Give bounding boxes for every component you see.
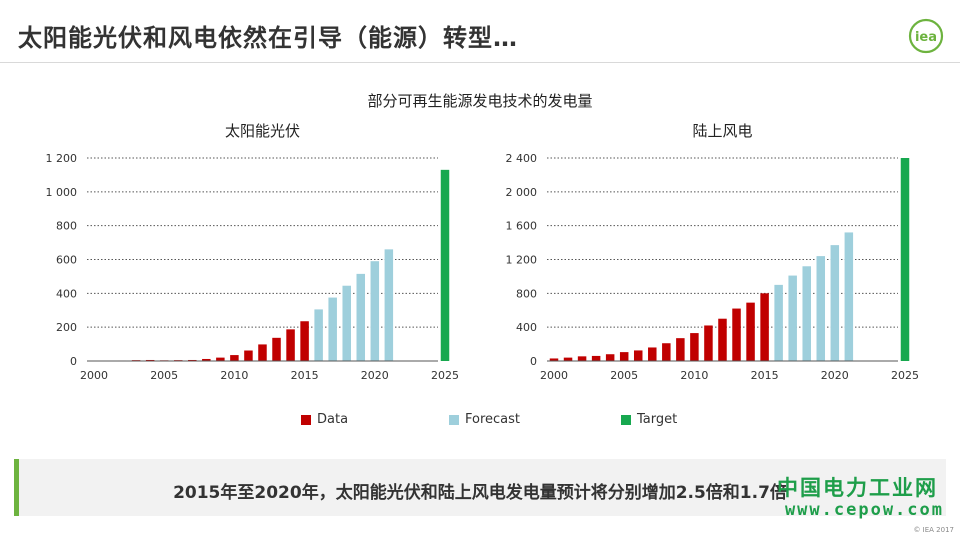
legend-item-data: Data	[301, 412, 348, 427]
bar-data-2004	[145, 359, 155, 361]
x-tick-label: 2025	[891, 369, 919, 382]
x-tick-label: 2020	[361, 369, 389, 382]
bar-forecast-2019	[356, 273, 366, 361]
y-tick-label: 0	[530, 355, 537, 368]
legend-label-data: Data	[317, 412, 349, 427]
bar-data-2006	[633, 350, 643, 361]
y-tick-label: 400	[516, 321, 537, 334]
chart-title: 陆上风电	[692, 122, 752, 140]
legend-item-target: Target	[621, 412, 677, 427]
bar-data-2015	[760, 293, 769, 361]
iea-logo: iea	[908, 18, 944, 54]
bar-data-2013	[272, 337, 281, 361]
y-tick-label: 2 400	[506, 152, 538, 165]
bar-target-2025	[900, 158, 910, 361]
bar-data-2009	[676, 338, 685, 361]
bar-data-2003	[591, 355, 601, 361]
bar-forecast-2016	[774, 284, 783, 361]
legend-label-forecast: Forecast	[465, 412, 521, 427]
y-tick-label: 600	[56, 254, 77, 267]
x-tick-label: 2020	[821, 369, 849, 382]
bar-data-2002	[577, 356, 587, 361]
y-tick-label: 1 600	[506, 220, 538, 233]
bar-data-2011	[704, 325, 713, 361]
onshore-wind-chart: 陆上风电 0 400 800 1 200 1 600 2 000 2 400 2000 2005 2…	[480, 118, 920, 397]
bar-forecast-2019	[816, 256, 826, 361]
bar-data-2007	[188, 359, 197, 361]
bar-data-2012	[718, 318, 727, 361]
bar-forecast-2021	[384, 249, 394, 361]
summary-box: 2015年至2020年，太阳能光伏和陆上风电发电量预计将分别增加2.5倍和1.7…	[14, 459, 946, 516]
bar-data-2001	[563, 357, 573, 361]
x-tick-label: 2010	[220, 369, 248, 382]
legend-swatch-data	[301, 414, 311, 425]
x-tick-label: 2010	[680, 369, 708, 382]
y-tick-label: 400	[56, 287, 77, 300]
bar-forecast-2018	[802, 266, 811, 361]
bar-data-2014	[746, 302, 755, 361]
header-divider	[0, 62, 960, 63]
bar-data-2010	[230, 355, 239, 361]
solar-pv-chart: 太阳能光伏 0 200 400 600 800 1 000 1 200 2000 2005 2010…	[20, 118, 460, 397]
watermark-site-name: 中国电力工业网	[777, 476, 938, 500]
x-tick-label: 2000	[80, 369, 108, 382]
x-tick-label: 2025	[431, 369, 459, 382]
chart-title: 太阳能光伏	[225, 122, 300, 140]
chart-group-subtitle: 部分可再生能源发电技术的发电量	[367, 92, 593, 110]
onshore-wind-chart-svg: 陆上风电 0 400 800 1 200 1 600 2 000 2 400 2000 2005 2…	[506, 122, 920, 382]
solar-pv-chart-svg: 太阳能光伏 0 200 400 600 800 1 000 1 200 2000 2005 2010…	[46, 122, 460, 382]
x-tick-label: 2015	[751, 369, 779, 382]
bar-forecast-2016	[314, 309, 323, 361]
bar-data-2013	[732, 308, 741, 361]
summary-accent-bar	[14, 459, 19, 516]
y-tick-label: 2 000	[506, 186, 538, 199]
bar-data-2005	[619, 352, 629, 361]
bar-forecast-2020	[830, 245, 840, 361]
y-tick-label: 800	[56, 220, 77, 233]
y-tick-label: 800	[516, 287, 537, 300]
watermark-url: www.cepow.com	[784, 500, 944, 520]
bar-forecast-2017	[788, 275, 797, 361]
legend-swatch-target	[621, 414, 631, 425]
x-tick-label: 2005	[610, 369, 638, 382]
y-tick-label: 1 200	[506, 254, 538, 267]
y-tick-label: 1 000	[46, 186, 78, 199]
bar-data-2008	[662, 343, 671, 361]
legend-swatch-forecast	[449, 414, 459, 425]
bar-data-2015	[300, 321, 309, 361]
y-tick-label: 200	[56, 321, 77, 334]
iea-logo-text: iea	[915, 30, 937, 45]
legend-item-forecast: Forecast	[449, 412, 520, 427]
bar-forecast-2020	[370, 261, 380, 361]
chart-legend: Data Forecast Target	[0, 412, 960, 432]
bar-target-2025	[440, 169, 450, 361]
bar-data-2011	[244, 350, 253, 361]
summary-text: 2015年至2020年，太阳能光伏和陆上风电发电量预计将分别增加2.5倍和1.7…	[173, 483, 787, 503]
y-tick-label: 0	[70, 355, 77, 368]
bar-forecast-2018	[342, 285, 351, 361]
legend-label-target: Target	[637, 412, 678, 427]
copyright: © IEA 2017	[913, 526, 954, 534]
bar-data-2009	[216, 357, 225, 361]
bar-data-2000	[549, 358, 559, 361]
bar-data-2010	[690, 333, 699, 361]
bar-forecast-2017	[328, 297, 337, 361]
page-title: 太阳能光伏和风电依然在引导（能源）转型…	[18, 24, 518, 52]
bar-data-2014	[286, 329, 295, 361]
bar-data-2004	[605, 354, 615, 361]
bar-data-2008	[202, 358, 211, 361]
y-tick-label: 1 200	[46, 152, 78, 165]
x-tick-label: 2015	[291, 369, 319, 382]
bar-data-2012	[258, 344, 267, 361]
x-tick-label: 2005	[150, 369, 178, 382]
bar-data-2007	[648, 347, 657, 361]
bar-forecast-2021	[844, 232, 854, 361]
x-tick-label: 2000	[540, 369, 568, 382]
